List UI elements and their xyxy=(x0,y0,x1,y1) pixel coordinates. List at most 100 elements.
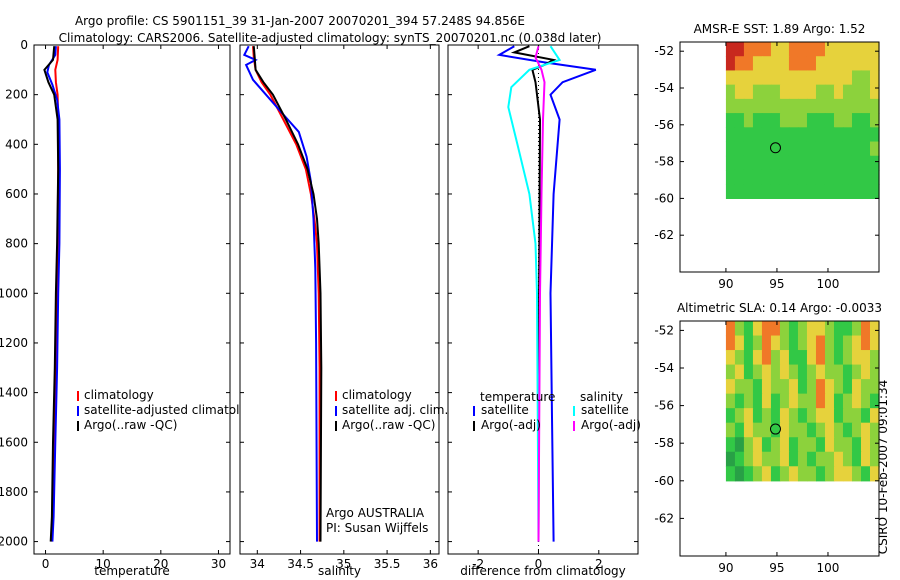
amsre_sst-cell xyxy=(833,113,844,128)
amsre_sst-cell xyxy=(833,70,844,86)
altimetric_sla-cell xyxy=(761,451,772,467)
altimetric_sla-cell xyxy=(870,466,880,482)
amsre_sst-cell xyxy=(860,127,871,143)
altimetric_sla-cell xyxy=(851,408,862,424)
difference-legend-salinity-title: salinity xyxy=(580,390,623,404)
amsre_sst-cell xyxy=(725,113,736,128)
altimetric_sla-cell xyxy=(870,408,880,424)
altimetric_sla-cell xyxy=(806,335,817,351)
amsre_sst-cell xyxy=(797,42,808,57)
amsre_sst-cell xyxy=(842,184,853,199)
amsre_sst-cell xyxy=(815,113,826,128)
amsre_sst-cell xyxy=(770,155,781,171)
altimetric_sla-cell xyxy=(833,422,844,438)
altimetric_sla-cell xyxy=(833,393,844,409)
amsre_sst-cell xyxy=(851,127,862,143)
amsre_sst-cell xyxy=(788,113,799,128)
amsre_sst-cell xyxy=(770,84,781,100)
amsre_sst-cell xyxy=(788,155,799,171)
amsre_sst-cell xyxy=(788,42,799,57)
altimetric_sla-cell xyxy=(761,321,772,337)
amsre_sst-cell xyxy=(851,84,862,100)
altimetric_sla-cell xyxy=(770,437,781,453)
altimetric_sla-cell xyxy=(815,335,826,351)
amsre_sst-cell xyxy=(815,70,826,86)
altimetric_sla-cell xyxy=(779,379,790,395)
amsre_sst-cell xyxy=(797,169,808,185)
altimetric_sla-cell xyxy=(779,350,790,366)
amsre_sst-cell xyxy=(870,184,880,199)
altimetric_sla-cell xyxy=(788,379,799,395)
altimetric_sla-cell xyxy=(870,422,880,438)
amsre_sst-cell xyxy=(833,169,844,185)
altimetric_sla-cell xyxy=(815,408,826,424)
amsre_sst-cell xyxy=(743,70,754,86)
amsre_sst-cell xyxy=(870,42,880,57)
amsre_sst-cell xyxy=(842,42,853,57)
amsre_sst-cell xyxy=(806,84,817,100)
altimetric_sla-cell xyxy=(815,379,826,395)
amsre_sst-cell xyxy=(860,56,871,72)
altimetric_sla-cell xyxy=(752,451,763,467)
amsre_sst-frame xyxy=(679,41,880,273)
amsre_sst-cell xyxy=(779,56,790,72)
amsre_sst-cell xyxy=(851,98,862,114)
altimetric_sla-cell xyxy=(770,335,781,351)
altimetric_sla-cell xyxy=(815,451,826,467)
amsre_sst-cell xyxy=(797,155,808,171)
difference-series-3 xyxy=(534,45,546,542)
amsre_sst-cell xyxy=(725,184,736,199)
altimetric_sla-cell xyxy=(761,422,772,438)
altimetric_sla-cell xyxy=(806,422,817,438)
altimetric_sla-cell xyxy=(770,466,781,482)
figure-title-line2: Climatology: CARS2006. Satellite-adjuste… xyxy=(59,31,602,45)
altimetric_sla-cell xyxy=(806,466,817,482)
altimetric_sla-cell xyxy=(725,408,736,424)
amsre_sst-cell xyxy=(788,169,799,185)
difference-xtick-label: 2 xyxy=(595,557,603,571)
amsre_sst-cell xyxy=(851,56,862,72)
altimetric_sla-cell xyxy=(797,408,808,424)
altimetric_sla-cell xyxy=(806,437,817,453)
amsre_sst-ytick-label: -58 xyxy=(654,155,674,169)
altimetric_sla-cell xyxy=(815,466,826,482)
amsre_sst-cell xyxy=(743,56,754,72)
amsre_sst-cell xyxy=(797,70,808,86)
amsre_sst-cell xyxy=(860,84,871,100)
altimetric_sla-cell xyxy=(743,379,754,395)
altimetric_sla-cell xyxy=(752,350,763,366)
amsre_sst-cell xyxy=(824,169,835,185)
amsre_sst-cell xyxy=(752,155,763,171)
amsre_sst-cell xyxy=(870,84,880,100)
altimetric_sla-cell xyxy=(734,451,745,467)
amsre_sst-cell xyxy=(779,169,790,185)
altimetric_sla-cell xyxy=(779,364,790,380)
altimetric_sla-cell xyxy=(734,466,745,482)
temperature-xtick-label: 0 xyxy=(42,557,50,571)
altimetric_sla-cell xyxy=(788,408,799,424)
amsre_sst-cell xyxy=(734,155,745,171)
amsre_sst-cell xyxy=(870,155,880,171)
amsre_sst-cell xyxy=(761,56,772,72)
altimetric_sla-cell xyxy=(779,335,790,351)
amsre_sst-cell xyxy=(860,42,871,57)
temperature-ytick-label: 1200 xyxy=(0,336,28,350)
altimetric_sla-cell xyxy=(842,408,853,424)
difference-legend-label: Argo(-adj) xyxy=(581,418,641,432)
amsre_sst-cell xyxy=(761,84,772,100)
altimetric_sla-cell xyxy=(788,422,799,438)
amsre_sst-cell xyxy=(779,84,790,100)
altimetric_sla-cell xyxy=(842,350,853,366)
altimetric_sla-cell xyxy=(752,408,763,424)
amsre_sst-cell xyxy=(725,42,736,57)
amsre_sst-cell xyxy=(725,56,736,72)
altimetric_sla-cell xyxy=(788,364,799,380)
altimetric_sla-cell xyxy=(833,451,844,467)
temperature-ytick-label: 1000 xyxy=(0,286,28,300)
amsre_sst-cell xyxy=(752,113,763,128)
temperature-xtick-label: 20 xyxy=(153,557,168,571)
altimetric_sla-cell xyxy=(788,335,799,351)
difference-xtick-label: -2 xyxy=(472,557,484,571)
altimetric_sla-cell xyxy=(743,321,754,337)
temperature-legend-label: satellite-adjusted climatolog xyxy=(84,403,254,417)
